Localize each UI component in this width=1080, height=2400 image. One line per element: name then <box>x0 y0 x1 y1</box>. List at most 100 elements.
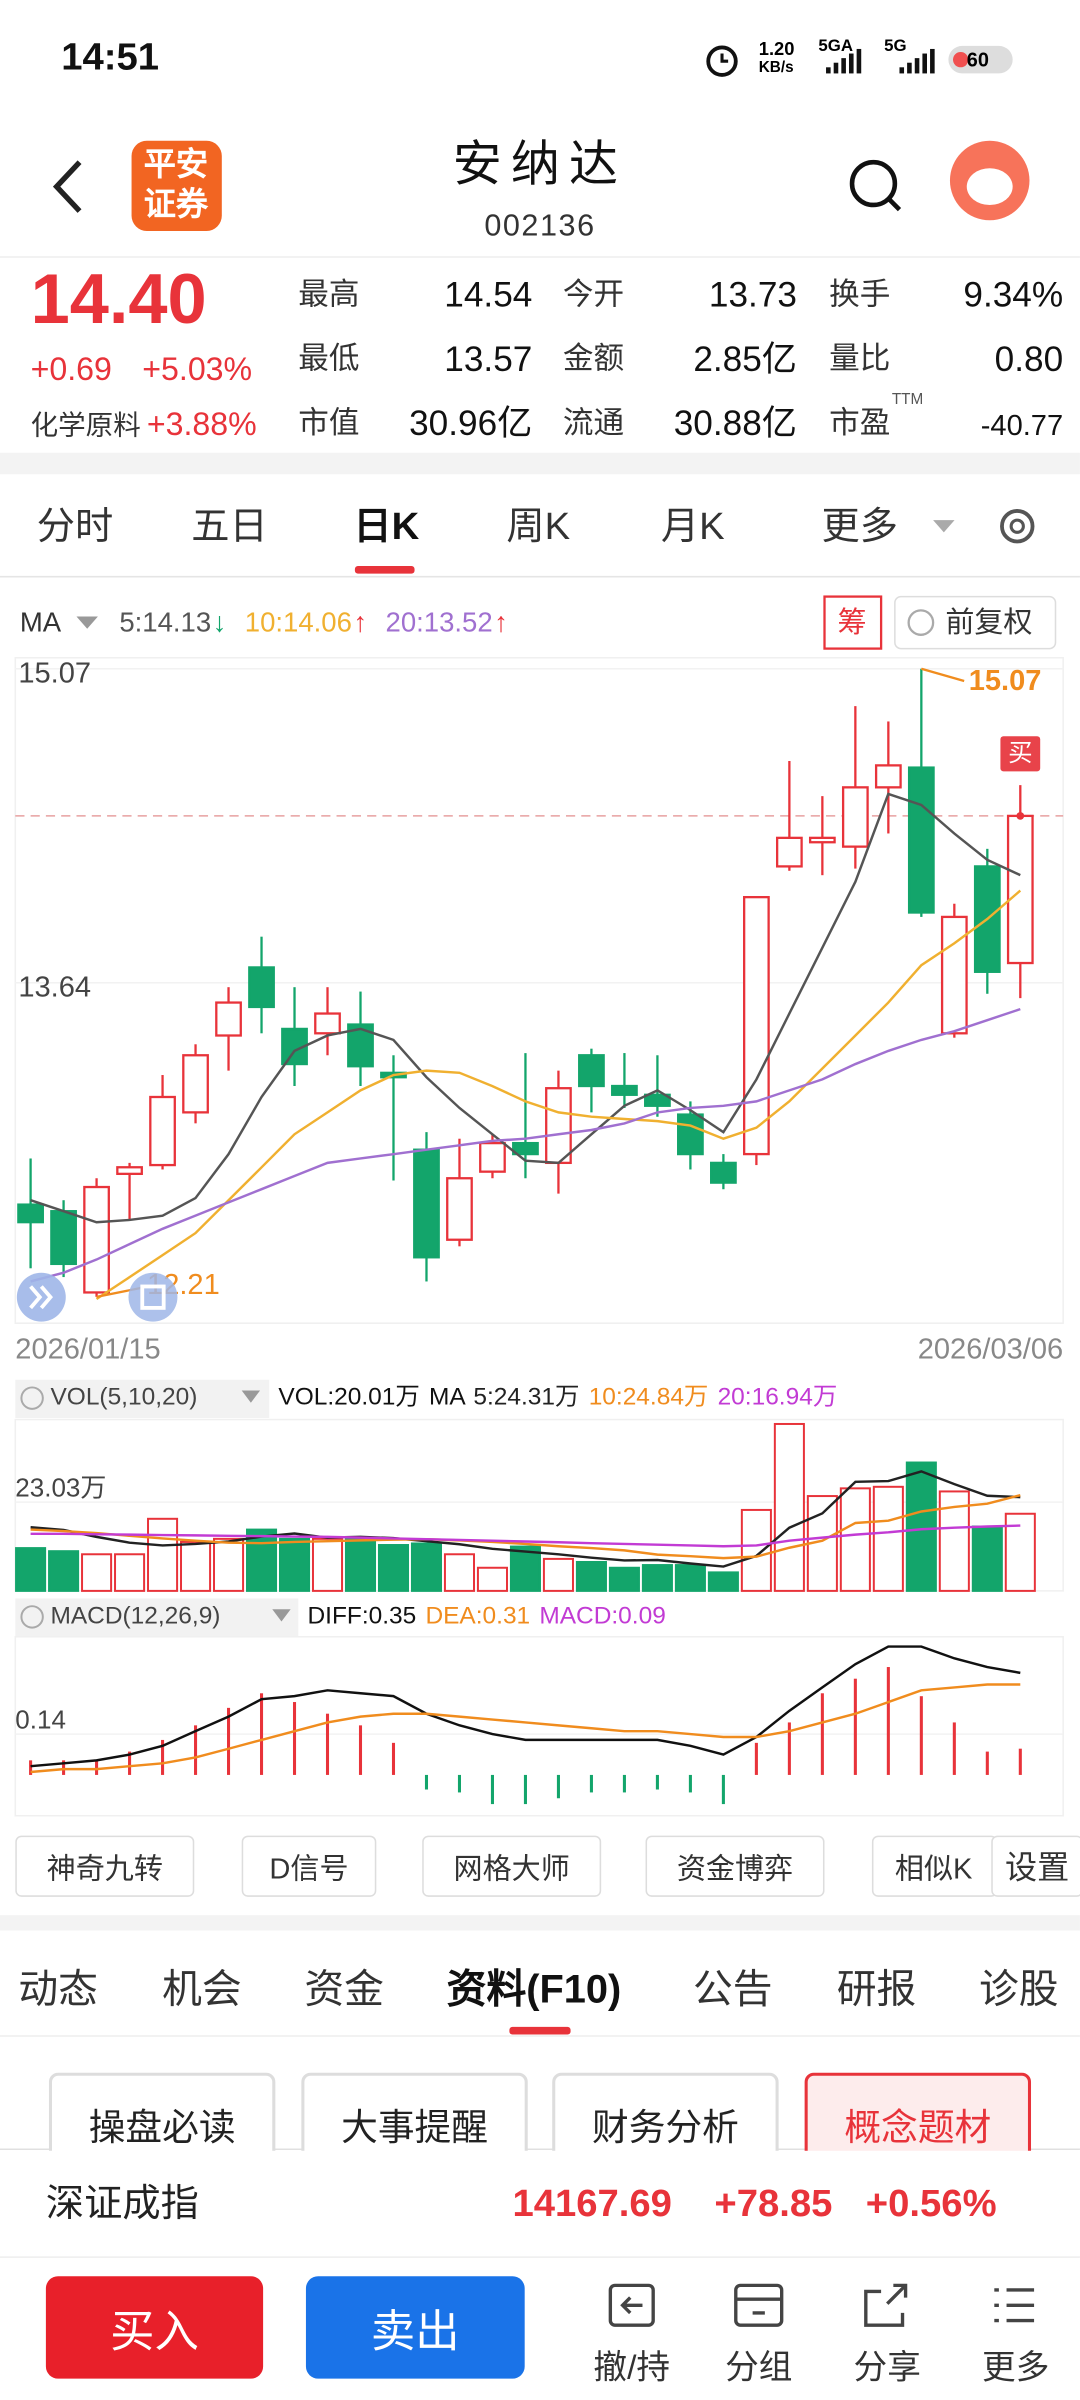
candle-body <box>775 836 803 868</box>
float-button[interactable] <box>128 1272 178 1322</box>
period-tab-active[interactable]: 日K <box>353 505 420 549</box>
index-name[interactable]: 深证成指 <box>45 2182 199 2225</box>
volume-bar <box>311 1537 344 1592</box>
tool-button[interactable]: 相似K <box>871 1835 998 1897</box>
period-tab[interactable]: 分时 <box>36 505 114 549</box>
tool-button[interactable]: D信号 <box>241 1835 377 1897</box>
x-tick-label: 2026/01/15 <box>15 1333 160 1365</box>
sell-button[interactable]: 卖出 <box>305 2276 525 2379</box>
info-tab[interactable]: 资金 <box>304 1965 384 2012</box>
search-button[interactable] <box>849 159 898 208</box>
macd-bar <box>886 1667 890 1775</box>
candle-body <box>841 786 869 848</box>
period-tab[interactable]: 更多 <box>821 505 898 549</box>
tool-button[interactable]: 神奇九转 <box>15 1835 195 1897</box>
field-label: 量比 <box>829 342 891 377</box>
chip-button[interactable] <box>823 595 883 650</box>
macd-bar <box>457 1774 462 1793</box>
info-icon <box>907 609 935 636</box>
legend-item: 5:24.31万 <box>473 1384 579 1411</box>
back-button[interactable] <box>52 160 82 213</box>
tool-button[interactable]: 网格大师 <box>422 1835 602 1897</box>
legend-item: VOL:20.01万 <box>278 1384 419 1411</box>
info-tab[interactable]: 公告 <box>692 1965 773 2012</box>
volume-bar <box>542 1557 574 1592</box>
volume-bar <box>278 1537 311 1592</box>
volume-bar <box>707 1571 739 1592</box>
y-tick-label: 15.07 <box>18 658 91 690</box>
period-tab[interactable]: 月K <box>660 505 725 549</box>
macd-box[interactable] <box>15 1598 299 1637</box>
buy-button[interactable]: 买入 <box>45 2276 264 2379</box>
field-label: 金额 <box>562 342 625 377</box>
nav-item[interactable]: 撤/持 <box>593 2348 671 2387</box>
info-tab[interactable]: 诊股 <box>979 1965 1059 2012</box>
logo-text: 平安 <box>143 147 209 183</box>
candle-body <box>479 1141 506 1173</box>
legend-item: DIFF:0.35 <box>307 1602 416 1629</box>
info-icon <box>20 1605 44 1629</box>
info-tab[interactable]: 研报 <box>836 1965 917 2012</box>
candle-body <box>314 1012 341 1035</box>
nav-item[interactable]: 分组 <box>725 2348 793 2387</box>
period-tab[interactable]: 五日 <box>191 505 268 549</box>
tab-underline <box>354 565 415 574</box>
period-tab[interactable]: 周K <box>506 505 571 549</box>
max-label: 15.07 <box>969 665 1042 697</box>
sub-button[interactable]: 财务分析 <box>552 2072 779 2165</box>
field-label: 换手 <box>829 278 891 313</box>
volume-bar <box>180 1540 212 1592</box>
field-label: 市值 <box>298 406 360 441</box>
macd-bar <box>754 1742 758 1775</box>
legend-item: 10:24.84万 <box>589 1384 709 1411</box>
volume-ma-line <box>30 1524 1021 1548</box>
field-value: 13.57 <box>444 338 533 379</box>
candle-body <box>1006 814 1034 965</box>
tool-button[interactable]: 设置 <box>991 1835 1080 1897</box>
net-type: 5GA <box>818 37 853 56</box>
nav-item[interactable]: 更多 <box>982 2348 1050 2387</box>
nav-item[interactable]: 分享 <box>853 2348 921 2387</box>
volume-bar <box>674 1564 706 1592</box>
charts: 15.07 13.64 2026/01/15 2026/03/06 MA 5:14.13 ↓… <box>15 606 1064 1805</box>
candle-body <box>578 1054 605 1088</box>
macd-bar <box>853 1678 857 1775</box>
legend-item: 20:13.52 <box>386 606 493 637</box>
sub-button[interactable]: 操盘必读 <box>48 2072 276 2165</box>
index-value: 14167.69 <box>512 2182 672 2225</box>
legend-item: 5:14.13 <box>119 606 211 637</box>
tool-button[interactable]: 资金博弈 <box>645 1835 825 1897</box>
info-tab[interactable]: 机会 <box>162 1965 242 2012</box>
legend-item: MACD:0.09 <box>539 1602 665 1629</box>
info-tab-active[interactable]: 资料(F10) <box>446 1965 622 2012</box>
index-pct: +0.56% <box>865 2182 997 2225</box>
vol-box[interactable] <box>15 1379 270 1419</box>
candle-body <box>545 1087 572 1165</box>
candle-body <box>874 764 902 789</box>
search-handle <box>887 197 902 212</box>
macd-bar <box>820 1693 824 1775</box>
battery <box>948 45 1013 74</box>
fq-button[interactable] <box>894 595 1057 650</box>
macd-bar <box>589 1774 593 1793</box>
last-dot <box>1016 812 1025 820</box>
macd-bar <box>194 1725 198 1775</box>
candle-body <box>512 1141 539 1156</box>
change-pct: +5.03% <box>142 352 253 388</box>
field-sup: TTM <box>891 391 924 409</box>
volume-ma-line <box>30 1470 1021 1568</box>
macd-bar <box>62 1760 66 1775</box>
info-tab[interactable]: 动态 <box>18 1965 98 2012</box>
alarm-hand <box>720 53 729 63</box>
candle-body <box>182 1054 209 1114</box>
clock: 14:51 <box>61 35 160 79</box>
macd-bar <box>128 1751 132 1775</box>
settings-button[interactable] <box>1000 509 1035 544</box>
macd-bar <box>721 1774 725 1805</box>
macd-line <box>30 1645 1021 1768</box>
sub-button-active[interactable]: 概念题材 <box>804 2072 1032 2165</box>
tab-underline <box>509 2026 571 2035</box>
field-value: 14.54 <box>444 274 533 315</box>
index-change: +78.85 <box>714 2182 833 2225</box>
macd-bar <box>490 1774 494 1805</box>
